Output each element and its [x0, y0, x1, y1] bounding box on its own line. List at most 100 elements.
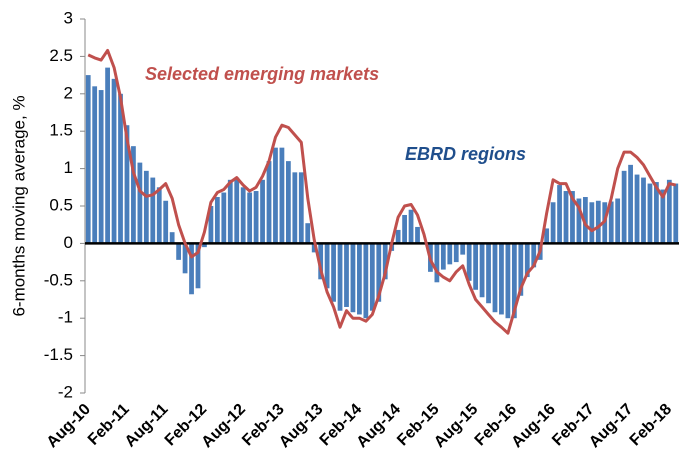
bar — [434, 243, 440, 283]
bar — [150, 177, 156, 244]
bar — [292, 172, 298, 244]
bar — [318, 243, 324, 280]
bar — [195, 243, 201, 289]
y-tick-label: 2.5 — [49, 46, 73, 65]
bar — [531, 243, 537, 268]
y-tick-label: 1 — [64, 158, 73, 177]
bar — [363, 243, 369, 319]
bar — [156, 187, 162, 244]
bar — [305, 223, 311, 244]
x-tick-label: Aug-17 — [586, 401, 636, 451]
bar — [279, 147, 285, 244]
bar — [460, 243, 466, 255]
y-tick-label: -1.5 — [44, 345, 73, 364]
bar — [344, 243, 349, 307]
bar — [466, 243, 472, 281]
bar — [331, 243, 336, 302]
y-tick-label: 3 — [64, 8, 73, 27]
bar — [479, 243, 485, 298]
bar — [582, 197, 588, 244]
bar — [137, 162, 143, 244]
bar — [518, 243, 524, 296]
bar — [415, 226, 420, 244]
bar — [273, 147, 278, 244]
bar — [666, 179, 672, 244]
bar — [395, 229, 401, 244]
bar — [324, 243, 330, 289]
bar — [440, 243, 446, 270]
bar — [615, 198, 621, 244]
series-label: EBRD regions — [405, 144, 526, 164]
bar — [92, 86, 98, 244]
bar — [550, 202, 556, 244]
x-tick-label: Aug-14 — [354, 401, 404, 451]
bar — [576, 198, 582, 244]
bar — [357, 243, 362, 315]
series-label: Selected emerging markets — [145, 64, 379, 84]
bar — [641, 177, 646, 244]
bar — [105, 67, 110, 244]
bar — [111, 78, 117, 244]
y-axis-label: 6-months moving average, % — [9, 95, 28, 316]
bar — [369, 243, 375, 311]
bar — [202, 243, 207, 248]
bar — [227, 179, 233, 244]
bar — [595, 200, 601, 244]
bar — [654, 182, 659, 244]
bar — [660, 189, 666, 244]
x-tick-label: Aug-10 — [44, 401, 94, 451]
bar — [447, 243, 453, 265]
y-tick-label: -2 — [58, 382, 73, 401]
bar — [557, 185, 562, 244]
y-tick-label: -1 — [58, 308, 73, 327]
y-tick-label: 0 — [64, 233, 73, 252]
bar — [382, 243, 388, 280]
bar — [124, 125, 130, 244]
bar — [499, 243, 504, 315]
bar — [143, 170, 149, 244]
bar — [169, 232, 175, 244]
bar — [563, 191, 569, 244]
bar — [311, 243, 317, 253]
y-tick-label: 0.5 — [49, 195, 73, 214]
bar — [408, 209, 414, 244]
bar — [634, 174, 640, 244]
bar — [486, 243, 491, 304]
bar — [453, 243, 459, 263]
bar — [214, 197, 220, 244]
x-tick-label: Aug-13 — [276, 401, 326, 451]
bar — [647, 183, 653, 244]
y-tick-label: 1.5 — [49, 121, 73, 140]
bar — [285, 161, 291, 244]
line — [87, 48, 677, 335]
x-tick-label: Aug-12 — [199, 401, 249, 451]
bar — [247, 192, 253, 244]
bar — [131, 146, 136, 244]
bar — [163, 200, 169, 244]
bar — [524, 243, 530, 278]
bar — [253, 191, 259, 244]
bar — [176, 243, 182, 260]
bar — [350, 243, 356, 313]
bar — [85, 75, 91, 244]
bar — [260, 179, 265, 244]
bar — [621, 170, 627, 244]
bar — [221, 192, 227, 244]
x-tick-label: Aug-16 — [509, 401, 559, 451]
bar — [118, 93, 123, 244]
bar — [240, 187, 246, 244]
bar — [402, 214, 407, 244]
bar — [208, 206, 214, 244]
y-tick-label: -0.5 — [44, 270, 73, 289]
bar — [511, 243, 517, 319]
bar — [234, 177, 240, 244]
bar — [608, 201, 614, 244]
x-tick-label: Aug-15 — [431, 401, 481, 451]
bar — [182, 243, 188, 274]
bar — [98, 90, 104, 244]
bar — [570, 191, 575, 244]
bar — [189, 243, 194, 295]
bar — [505, 243, 511, 319]
bar — [298, 172, 304, 244]
